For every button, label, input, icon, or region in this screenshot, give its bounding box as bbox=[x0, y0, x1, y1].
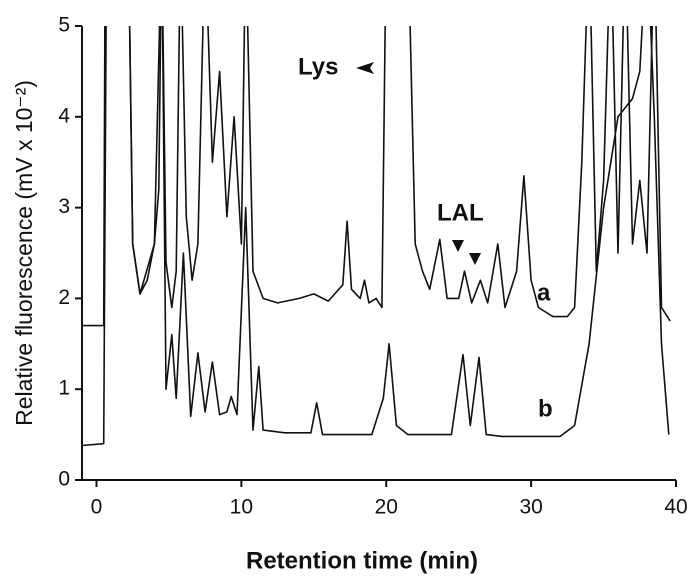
annotation: LAL bbox=[437, 199, 484, 226]
y-tick-label: 3 bbox=[58, 195, 70, 218]
y-axis-label: Relative fluorescence (mV x 10⁻²) bbox=[11, 80, 37, 426]
x-tick-label: 20 bbox=[375, 496, 398, 519]
arrow bbox=[452, 240, 464, 252]
x-tick-label: 0 bbox=[91, 496, 103, 519]
arrow bbox=[469, 253, 481, 265]
line-series bbox=[82, 26, 670, 447]
y-tick-label: 4 bbox=[58, 104, 70, 127]
line-series bbox=[82, 26, 671, 327]
plot-area bbox=[82, 26, 671, 447]
series-label: b bbox=[538, 395, 553, 422]
series-label: a bbox=[537, 279, 551, 306]
x-axis-label: Retention time (min) bbox=[246, 547, 478, 574]
x-tick-label: 30 bbox=[519, 496, 542, 519]
annotation: Lys bbox=[298, 53, 338, 80]
y-tick-label: 2 bbox=[58, 286, 70, 309]
y-tick-label: 1 bbox=[58, 377, 70, 400]
arrow bbox=[356, 62, 374, 74]
y-tick-label: 5 bbox=[58, 14, 70, 37]
x-tick-label: 10 bbox=[230, 496, 253, 519]
y-tick-label: 0 bbox=[58, 468, 70, 491]
x-tick-label: 40 bbox=[664, 496, 687, 519]
